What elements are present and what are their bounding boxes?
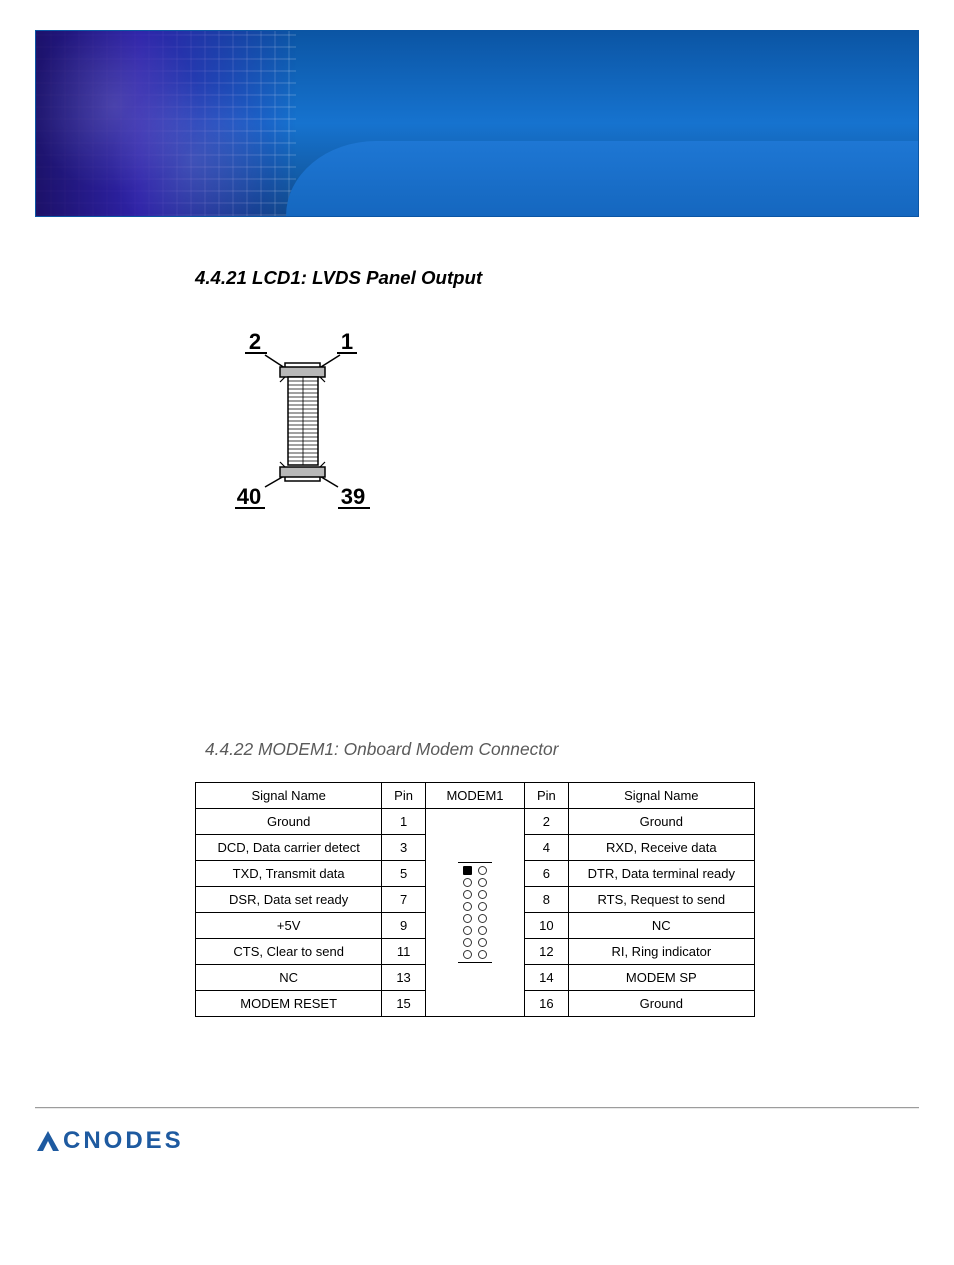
cell-pin-right: 14 xyxy=(525,965,568,991)
table-row: Ground 1 xyxy=(196,809,755,835)
banner-circuit-overlay xyxy=(36,31,296,216)
cell-sig-right: NC xyxy=(568,913,754,939)
cell-sig-left: CTS, Clear to send xyxy=(196,939,382,965)
cell-pin-right: 4 xyxy=(525,835,568,861)
col-pin-right: Pin xyxy=(525,783,568,809)
cell-sig-left: +5V xyxy=(196,913,382,939)
lvds-label-bottom-left: 40 xyxy=(237,484,261,509)
cell-pin-left: 13 xyxy=(382,965,425,991)
cell-sig-right: RTS, Request to send xyxy=(568,887,754,913)
cell-sig-right: DTR, Data terminal ready xyxy=(568,861,754,887)
modem-table-body: Ground 1 xyxy=(196,809,755,1017)
cell-sig-right: Ground xyxy=(568,991,754,1017)
cell-pin-left: 3 xyxy=(382,835,425,861)
lvds-label-bottom-right: 39 xyxy=(341,484,365,509)
pin1-square-icon xyxy=(463,866,472,875)
col-pin-left: Pin xyxy=(382,783,425,809)
banner-swoosh xyxy=(286,141,918,216)
cell-sig-right: RI, Ring indicator xyxy=(568,939,754,965)
cell-pin-left: 9 xyxy=(382,913,425,939)
cell-pin-right: 10 xyxy=(525,913,568,939)
lvds-connector-figure: 2 1 40 39 xyxy=(225,319,425,519)
modem-table-wrap: Signal Name Pin MODEM1 Pin Signal Name G… xyxy=(195,782,755,1017)
cell-pin-right: 12 xyxy=(525,939,568,965)
cell-sig-left: DCD, Data carrier detect xyxy=(196,835,382,861)
col-signal-left: Signal Name xyxy=(196,783,382,809)
acnodes-logo: CNODES xyxy=(35,1127,954,1155)
cell-pin-left: 5 xyxy=(382,861,425,887)
modem-pinout-table: Signal Name Pin MODEM1 Pin Signal Name G… xyxy=(195,782,755,1017)
cell-sig-left: Ground xyxy=(196,809,382,835)
footer-separator xyxy=(35,1107,919,1109)
lvds-connector-svg: 2 1 40 39 xyxy=(225,319,425,519)
col-modem1: MODEM1 xyxy=(425,783,524,809)
cell-pin-left: 11 xyxy=(382,939,425,965)
table-header-row: Signal Name Pin MODEM1 Pin Signal Name xyxy=(196,783,755,809)
cell-sig-left: DSR, Data set ready xyxy=(196,887,382,913)
acnodes-logo-mark-icon xyxy=(35,1129,61,1153)
cell-pin-left: 15 xyxy=(382,991,425,1017)
lvds-label-top-left: 2 xyxy=(249,329,261,354)
cell-pin-left: 7 xyxy=(382,887,425,913)
cell-pin-right: 16 xyxy=(525,991,568,1017)
header-banner xyxy=(35,30,919,217)
cell-sig-left: TXD, Transmit data xyxy=(196,861,382,887)
cell-pin-right: 2 xyxy=(525,809,568,835)
cell-sig-right: RXD, Receive data xyxy=(568,835,754,861)
content-area: 4.4.21 LCD1: LVDS Panel Output 2 1 40 39 xyxy=(35,267,919,1017)
cell-sig-right: Ground xyxy=(568,809,754,835)
modem-connector-mini xyxy=(458,861,492,965)
cell-sig-left: NC xyxy=(196,965,382,991)
page: 4.4.21 LCD1: LVDS Panel Output 2 1 40 39 xyxy=(0,30,954,1265)
cell-pin-right: 6 xyxy=(525,861,568,887)
cell-pin-left: 1 xyxy=(382,809,425,835)
section-title-lcd1: 4.4.21 LCD1: LVDS Panel Output xyxy=(195,267,919,289)
cell-sig-right: MODEM SP xyxy=(568,965,754,991)
section-title-modem1: 4.4.22 MODEM1: Onboard Modem Connector xyxy=(205,739,919,760)
acnodes-logo-text: CNODES xyxy=(63,1127,184,1155)
cell-pin-right: 8 xyxy=(525,887,568,913)
cell-connector-diagram xyxy=(425,809,524,1017)
lvds-label-top-right: 1 xyxy=(341,329,353,354)
pin-dot-icon xyxy=(478,866,487,875)
cell-sig-left: MODEM RESET xyxy=(196,991,382,1017)
col-signal-right: Signal Name xyxy=(568,783,754,809)
